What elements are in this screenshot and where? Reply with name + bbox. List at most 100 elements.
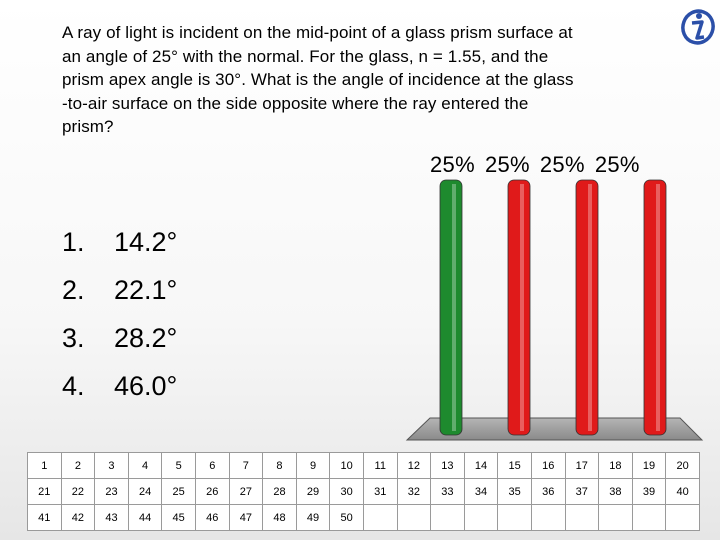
grid-cell: 17 xyxy=(564,452,600,479)
grid-cell: 10 xyxy=(329,452,364,479)
grid-cell: 35 xyxy=(497,478,532,505)
bar-highlight xyxy=(520,184,524,431)
grid-cell: 32 xyxy=(396,478,432,505)
grid-cell: 18 xyxy=(598,452,633,479)
bar-body xyxy=(439,179,463,436)
grid-cell: 45 xyxy=(161,504,196,531)
bar-highlight xyxy=(656,184,660,431)
grid-cell xyxy=(430,504,465,531)
grid-cell xyxy=(497,504,532,531)
grid-cell: 22 xyxy=(60,478,96,505)
question-line: -to-air surface on the side opposite whe… xyxy=(62,93,529,113)
answer-number: 1. xyxy=(62,227,85,257)
grid-cell: 46 xyxy=(194,504,230,531)
answer-option: 2. 22.1° xyxy=(62,266,177,314)
question-line: A ray of light is incident on the mid-po… xyxy=(62,23,573,42)
grid-cell: 31 xyxy=(362,478,398,505)
grid-cell: 15 xyxy=(497,452,532,479)
grid-cell: 47 xyxy=(228,504,264,531)
grid-cell xyxy=(665,504,700,531)
answer-option: 3. 28.2° xyxy=(62,314,177,362)
grid-cell: 49 xyxy=(295,504,331,531)
question-text: A ray of light is incident on the mid-po… xyxy=(62,21,672,139)
grid-cell: 23 xyxy=(94,478,129,505)
grid-cell: 38 xyxy=(598,478,633,505)
grid-cell: 11 xyxy=(362,452,398,479)
grid-cell: 3 xyxy=(94,452,129,479)
grid-cell xyxy=(564,504,600,531)
bar-2: 2 xyxy=(507,179,531,460)
grid-cell: 30 xyxy=(329,478,364,505)
bar-highlight xyxy=(452,184,456,431)
grid-cell: 2 xyxy=(60,452,96,479)
grid-cell: 29 xyxy=(295,478,331,505)
question-line: prism? xyxy=(62,117,114,136)
grid-cell: 34 xyxy=(463,478,499,505)
bar-percent-label: 25% xyxy=(594,152,640,177)
answer-text: 14.2° xyxy=(114,227,178,257)
grid-cell: 12 xyxy=(396,452,432,479)
grid-cell: 8 xyxy=(262,452,297,479)
grid-cell: 20 xyxy=(665,452,700,479)
grid-cell: 1 xyxy=(27,452,62,479)
grid-cell: 28 xyxy=(262,478,297,505)
grid-cell xyxy=(530,504,566,531)
grid-cell: 50 xyxy=(329,504,364,531)
grid-cell xyxy=(598,504,633,531)
percent-labels: 25% 25% 25% 25% xyxy=(430,152,650,178)
bar-percent-label: 25% xyxy=(430,152,475,177)
grid-cell: 9 xyxy=(295,452,331,479)
question-line: prism apex angle is 30°. What is the ang… xyxy=(62,70,574,89)
grid-cell: 21 xyxy=(27,478,62,505)
bar-highlight xyxy=(588,184,592,431)
grid-cell xyxy=(396,504,432,531)
grid-cell: 43 xyxy=(94,504,129,531)
grid-row: 1 2 3 4 5 6 7 8 9 10 11 12 13 14 15 16 17 18 19 20 xyxy=(27,452,700,479)
grid-cell: 25 xyxy=(161,478,196,505)
response-grid: 1 2 3 4 5 6 7 8 9 10 11 12 13 14 15 16 17 18 19 20 21 22 23 24 2… xyxy=(27,452,700,531)
bar-percent-label: 25% xyxy=(539,152,585,177)
bar-1: 1 xyxy=(439,179,463,460)
grid-cell: 33 xyxy=(430,478,465,505)
grid-cell: 41 xyxy=(27,504,62,531)
grid-cell: 48 xyxy=(262,504,297,531)
grid-cell xyxy=(631,504,667,531)
answer-number: 2. xyxy=(62,275,85,305)
grid-cell: 13 xyxy=(430,452,465,479)
answer-text: 46.0° xyxy=(114,371,178,401)
grid-cell xyxy=(362,504,398,531)
grid-cell: 4 xyxy=(127,452,163,479)
grid-cell: 16 xyxy=(530,452,566,479)
question-line: an angle of 25° with the normal. For the… xyxy=(62,46,549,66)
answer-text: 28.2° xyxy=(114,323,178,353)
bar-body xyxy=(643,179,667,436)
grid-row: 21 22 23 24 25 26 27 28 29 30 31 32 33 34 35 36 37 38 39 40 xyxy=(27,478,700,505)
grid-cell: 42 xyxy=(60,504,96,531)
answer-option: 4. 46.0° xyxy=(62,362,177,410)
answer-text: 22.1° xyxy=(114,275,178,305)
grid-cell: 14 xyxy=(463,452,499,479)
answer-option: 1. 14.2° xyxy=(62,218,177,266)
bar-body xyxy=(575,179,599,436)
grid-row: 41 42 43 44 45 46 47 48 49 50 xyxy=(27,504,700,531)
grid-cell: 24 xyxy=(127,478,163,505)
grid-cell: 40 xyxy=(665,478,700,505)
answer-number: 3. xyxy=(62,323,85,353)
grid-cell: 6 xyxy=(194,452,230,479)
bar-3: 3 xyxy=(575,179,599,460)
grid-cell: 39 xyxy=(631,478,667,505)
grid-cell: 19 xyxy=(631,452,667,479)
i-clicker-logo-icon xyxy=(681,9,715,45)
answer-number: 4. xyxy=(62,371,85,401)
bar-body xyxy=(507,179,531,436)
grid-cell: 36 xyxy=(530,478,566,505)
bar-4: 4 xyxy=(643,179,667,460)
grid-cell: 27 xyxy=(228,478,264,505)
answer-list: 1. 14.2° 2. 22.1° 3. 28.2° 4. 46.0° xyxy=(62,218,177,410)
grid-cell: 26 xyxy=(194,478,230,505)
grid-cell: 37 xyxy=(564,478,600,505)
grid-cell: 44 xyxy=(127,504,163,531)
grid-cell xyxy=(463,504,499,531)
grid-cell: 7 xyxy=(228,452,264,479)
